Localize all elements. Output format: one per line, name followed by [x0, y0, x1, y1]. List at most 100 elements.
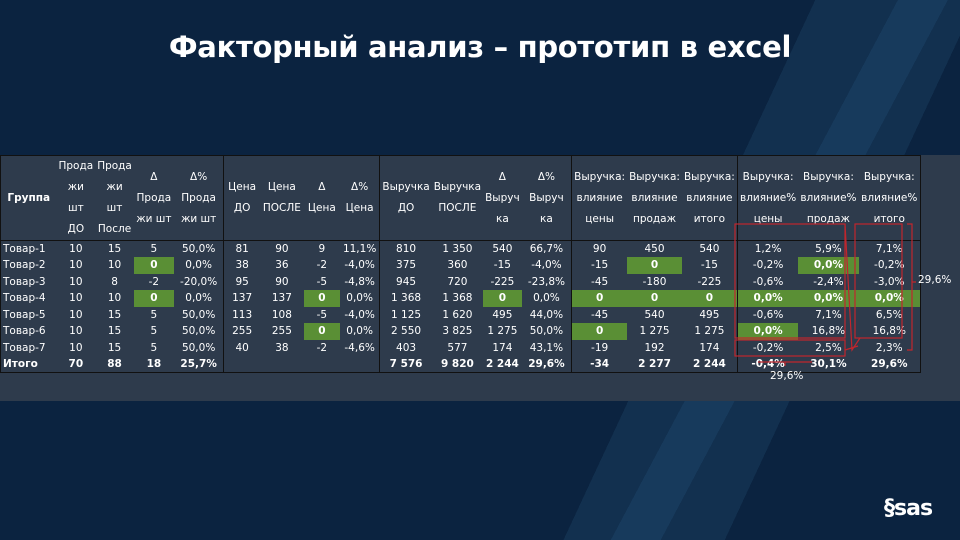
- table-cell: 11,1%: [339, 240, 381, 257]
- column-header: Δ Цена: [303, 155, 340, 241]
- table-cell: 50,0%: [173, 306, 225, 323]
- table-cell: -4,0%: [339, 257, 381, 274]
- table-cell: 88: [107, 358, 122, 370]
- annotation-box-total-influence: [854, 223, 903, 339]
- column-header: Δ% Цена: [339, 155, 381, 241]
- table-cell: 50,0%: [173, 323, 225, 340]
- annotation-connector: [844, 345, 859, 351]
- column-header: Δ% Прода жи шт: [173, 155, 225, 241]
- table-cell: 43,1%: [521, 339, 573, 356]
- table-cell: 2 277: [638, 358, 671, 370]
- table-cell: 25,7%: [173, 356, 225, 373]
- row-label: Товар-1: [3, 243, 46, 255]
- table-cell: -4,0%: [339, 306, 381, 323]
- table-cell: -19: [591, 341, 609, 354]
- table-cell: -2: [316, 341, 328, 354]
- annotation-bracket-right: [907, 223, 916, 351]
- table-cell: -0,6%: [752, 275, 784, 288]
- table-cell: -45: [591, 275, 609, 288]
- row-label: Товар-5: [3, 308, 46, 321]
- table-cell: 113: [232, 308, 253, 321]
- table-cell: 0,0%: [737, 323, 799, 340]
- table-cell: 255: [232, 325, 253, 338]
- column-header: Цена ПОСЛЕ: [259, 155, 304, 241]
- table-cell: 29,6%: [858, 356, 922, 373]
- table-cell: 0,0%: [173, 257, 225, 274]
- table-cell: -15: [591, 259, 609, 272]
- column-header: Выручка: влияние% итого: [858, 155, 922, 241]
- table-cell: -0,6%: [752, 308, 784, 321]
- table-cell: -15: [681, 257, 738, 274]
- table-cell: 70: [68, 358, 84, 370]
- table-cell: -45: [591, 308, 609, 321]
- table-cell: 1 620: [442, 308, 473, 321]
- table-cell: 0,0%: [858, 290, 922, 307]
- table-cell: 50,0%: [173, 240, 225, 257]
- table-cell: 108: [271, 308, 292, 321]
- table-cell: -3,0%: [858, 273, 922, 290]
- row-label: Товар-2: [3, 259, 46, 272]
- table-cell: 360: [447, 259, 468, 272]
- table-cell: -2: [148, 275, 160, 288]
- table-cell: 0,0%: [737, 290, 799, 307]
- table-cell: 1,2%: [754, 243, 782, 255]
- table-row: Товар-7 10 15 5 50,0% 40 38 -2 -4,6% 403 577 174 43,…: [1, 339, 922, 356]
- table-cell: 403: [396, 341, 417, 354]
- table-cell: 10: [69, 243, 83, 255]
- table-cell: 3 825: [442, 325, 473, 338]
- table-cell: -4,6%: [339, 339, 381, 356]
- table-cell: 10: [107, 292, 122, 305]
- table-cell: 2 550: [391, 325, 422, 338]
- table-cell: -180: [642, 275, 667, 288]
- table-cell: -0,2%: [752, 259, 784, 272]
- table-cell: 50,0%: [173, 339, 225, 356]
- column-header: Δ Выруч ка: [483, 155, 522, 241]
- table-cell: 2,3%: [858, 339, 922, 356]
- table-cell: 0,0%: [339, 323, 381, 340]
- table-cell: 9: [318, 243, 326, 255]
- table-cell: 137: [232, 292, 253, 305]
- table-cell: 7,1%: [815, 308, 842, 321]
- table-cell: 1 275: [639, 325, 670, 338]
- table-cell: 1 368: [442, 292, 473, 305]
- annotation-right-sum: 29,6%: [918, 274, 952, 286]
- table-cell: 81: [235, 243, 249, 255]
- table-cell: 375: [396, 259, 417, 272]
- table-cell: 0,0%: [339, 290, 381, 307]
- table-cell: -2: [316, 259, 328, 272]
- table-cell: 810: [396, 243, 417, 255]
- table-cell: 0: [133, 257, 174, 274]
- table-cell: 192: [644, 341, 665, 354]
- table-cell: 540: [681, 240, 738, 257]
- table-cell: 10: [69, 292, 83, 305]
- table-cell: 90: [275, 275, 289, 288]
- table-cell: 5: [150, 243, 158, 255]
- table-cell: 50,0%: [521, 323, 573, 340]
- table-cell: 174: [492, 341, 513, 354]
- table-cell: 30,1%: [810, 358, 847, 370]
- table-cell: 495: [492, 308, 513, 321]
- table-cell: 2 244: [485, 358, 519, 370]
- table-cell: 0,0%: [173, 290, 225, 307]
- table-row: Товар-6 10 15 5 50,0% 255 255 0 0,0% 2 550 3 825 1 …: [1, 323, 922, 340]
- column-header: Прода жи шт ДО: [56, 155, 96, 241]
- row-label: Товар-4: [3, 292, 46, 305]
- table-cell: 1 125: [391, 308, 422, 321]
- table-cell: 6,5%: [858, 306, 922, 323]
- table-cell: 10: [69, 325, 83, 338]
- table-row: Товар-4 10 10 0 0,0% 137 137 0 0,0% 1 368 1 368 0 0,…: [1, 290, 922, 307]
- table-cell: 0: [483, 290, 522, 307]
- table-cell: 5: [150, 341, 158, 354]
- table-cell: 174: [681, 339, 738, 356]
- table-cell: 0: [681, 290, 738, 307]
- column-header: Группа: [0, 155, 57, 241]
- table-cell: 15: [107, 243, 122, 255]
- row-label: Товар-6: [3, 325, 46, 338]
- table-cell: 8: [111, 275, 118, 288]
- table-cell: 7,1%: [858, 240, 922, 257]
- table-cell: -2,4%: [813, 275, 844, 288]
- table-cell: 1 350: [442, 243, 473, 255]
- table-cell: -23,8%: [521, 273, 573, 290]
- table-cell: 0: [627, 257, 682, 274]
